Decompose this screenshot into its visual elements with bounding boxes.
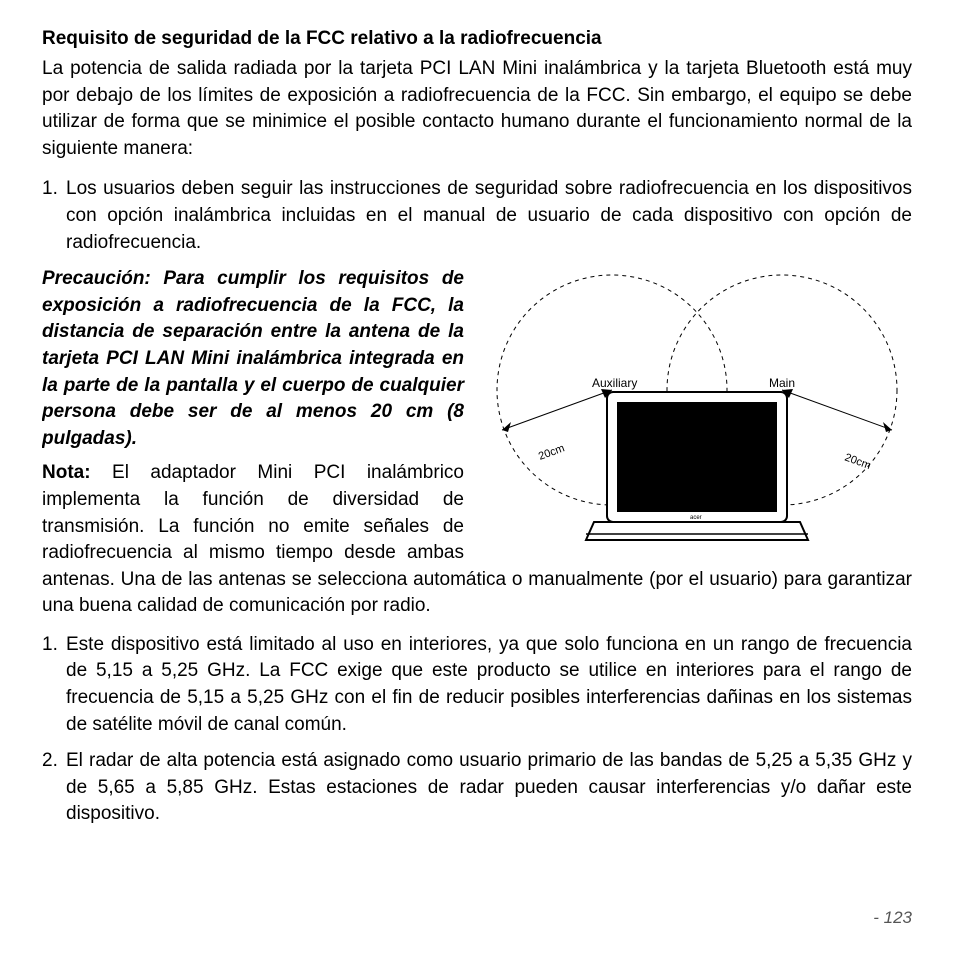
intro-paragraph: La potencia de salida radiada por la tar…: [42, 56, 912, 162]
antenna-diagram: Auxiliary Main 20cm 20cm acer: [482, 270, 912, 550]
svg-text:acer: acer: [690, 515, 702, 521]
list2-item1: Este dispositivo está limitado al uso en…: [66, 632, 912, 738]
list-two: Este dispositivo está limitado al uso en…: [42, 632, 912, 828]
dist-left: 20cm: [537, 442, 566, 462]
dist-right: 20cm: [843, 452, 872, 472]
aux-label: Auxiliary: [592, 376, 637, 390]
section-heading: Requisito de seguridad de la FCC relativ…: [42, 28, 912, 50]
page-number: - 123: [873, 908, 912, 928]
main-label: Main: [769, 376, 795, 390]
list2-item2: El radar de alta potencia está asignado …: [66, 748, 912, 828]
list-one: Los usuarios deben seguir las instruccio…: [42, 176, 912, 256]
wrap-section: Auxiliary Main 20cm 20cm acer: [42, 266, 912, 620]
list1-item1: Los usuarios deben seguir las instruccio…: [66, 176, 912, 256]
nota-label: Nota:: [42, 462, 91, 483]
laptop-icon: acer: [586, 392, 808, 540]
